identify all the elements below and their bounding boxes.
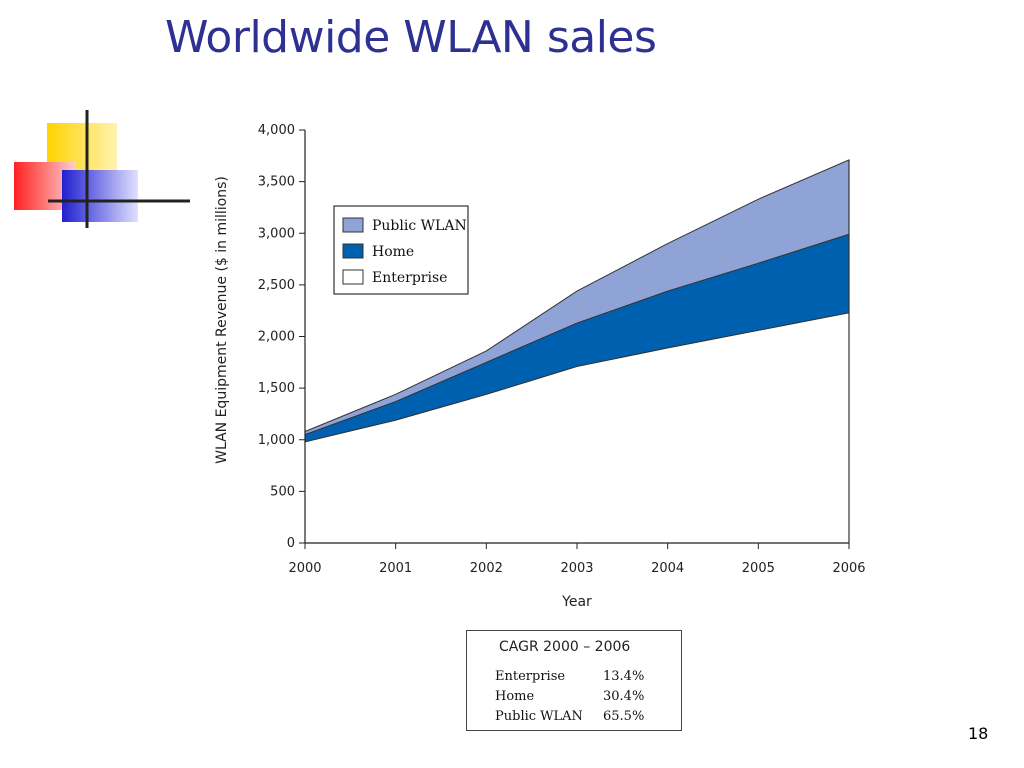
y-tick-label: 1,000 <box>258 433 295 448</box>
legend-label: Public WLAN <box>372 218 467 234</box>
y-tick-label: 2,500 <box>258 278 295 293</box>
slide-title: Worldwide WLAN sales <box>165 12 657 63</box>
cagr-value: 30.4% <box>603 689 645 704</box>
y-tick-label: 3,500 <box>258 175 295 190</box>
x-tick-label: 2006 <box>832 561 865 576</box>
legend-label: Enterprise <box>372 270 447 286</box>
legend-swatch-home <box>342 243 364 259</box>
y-axis-ticks: 0 500 1,000 1,500 2,000 2,500 3,000 3,500 4,000 <box>258 123 305 551</box>
x-tick-label: 2001 <box>379 561 412 576</box>
decorative-squares-logo <box>14 110 190 228</box>
y-tick-label: 3,000 <box>258 226 295 241</box>
chart-legend: Public WLAN Home Enterprise <box>333 205 469 295</box>
legend-swatch-public-wlan <box>342 217 364 233</box>
cagr-value: 13.4% <box>603 669 645 684</box>
x-tick-label: 2003 <box>560 561 593 576</box>
x-axis-title: Year <box>561 594 592 610</box>
cagr-name: Public WLAN <box>495 709 583 724</box>
y-tick-label: 2,000 <box>258 330 295 345</box>
y-tick-label: 500 <box>270 484 295 499</box>
chart-areas <box>304 159 850 544</box>
cagr-name: Enterprise <box>495 669 566 684</box>
cagr-value: 65.5% <box>603 709 645 724</box>
legend-swatch-enterprise <box>342 269 364 285</box>
cagr-box: CAGR 2000 – 2006 Enterprise 13.4% Home 3… <box>466 630 682 731</box>
cagr-name: Home <box>495 689 535 704</box>
page-number: 18 <box>968 724 989 743</box>
y-tick-label: 1,500 <box>258 381 295 396</box>
y-tick-label: 0 <box>287 536 295 551</box>
y-axis-title: WLAN Equipment Revenue ($ in millions) <box>214 176 230 464</box>
x-tick-label: 2002 <box>470 561 503 576</box>
x-axis-ticks: 2000 2001 2002 2003 2004 2005 2006 <box>288 543 866 576</box>
deco-blue-square <box>62 170 138 222</box>
x-tick-label: 2004 <box>651 561 684 576</box>
cagr-title: CAGR 2000 – 2006 <box>499 639 631 655</box>
y-tick-label: 4,000 <box>258 123 295 138</box>
legend-label: Home <box>372 244 414 260</box>
x-tick-label: 2005 <box>742 561 775 576</box>
x-tick-label: 2000 <box>288 561 321 576</box>
